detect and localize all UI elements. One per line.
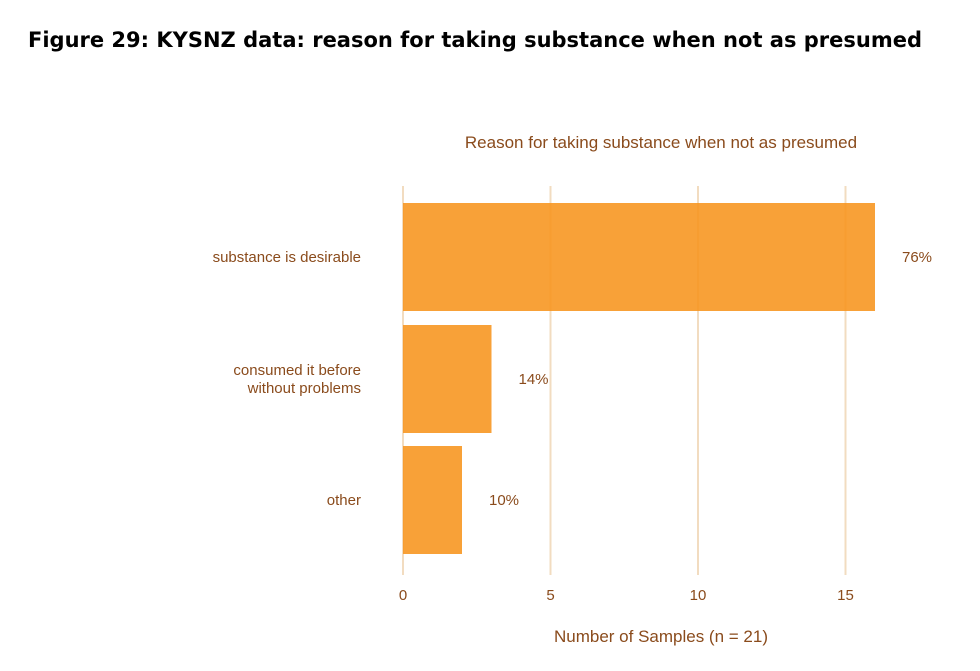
bar-2 — [403, 446, 462, 554]
x-tick-label-0: 0 — [399, 587, 407, 604]
x-tick-label-5: 5 — [546, 587, 554, 604]
data-labels: 76% 14% 10% — [489, 249, 932, 509]
bars — [403, 203, 875, 554]
category-label-1-line-0: consumed it before — [233, 362, 361, 379]
category-label-0-line-0: substance is desirable — [213, 249, 361, 266]
data-label-2: 10% — [489, 492, 519, 509]
x-axis-label: Number of Samples (n = 21) — [554, 627, 768, 646]
category-label-1-line-1: without problems — [247, 380, 361, 397]
category-label-2-line-0: other — [327, 492, 361, 509]
data-label-1: 14% — [519, 371, 549, 388]
x-tick-label-15: 15 — [837, 587, 854, 604]
data-label-0: 76% — [902, 249, 932, 266]
category-labels: substance is desirable consumed it before… — [213, 249, 361, 509]
x-tick-label-10: 10 — [690, 587, 707, 604]
chart-title: Reason for taking substance when not as … — [465, 133, 857, 152]
x-axis-ticks: 0 5 10 15 — [399, 587, 854, 604]
bar-1 — [403, 325, 492, 433]
bar-0 — [403, 203, 875, 311]
figure-caption: Figure 29: KYSNZ data: reason for taking… — [28, 28, 923, 52]
